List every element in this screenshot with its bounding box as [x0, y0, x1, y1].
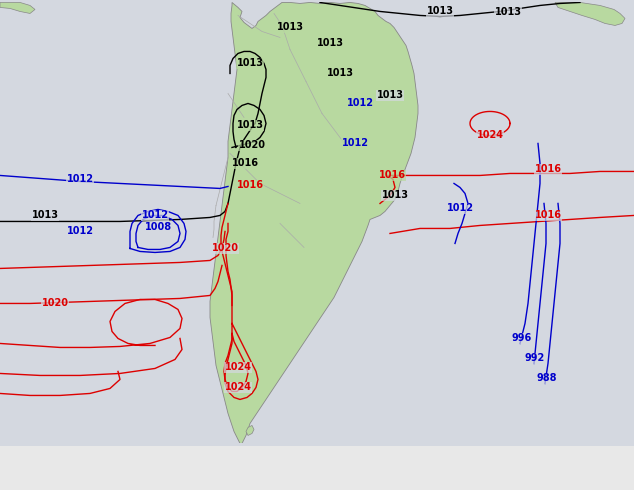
Text: Surface pressure [hPa] ECMWF: Surface pressure [hPa] ECMWF — [6, 456, 195, 466]
Text: ©weatheronline.co.uk: ©weatheronline.co.uk — [510, 478, 628, 489]
Text: 1013: 1013 — [236, 121, 264, 130]
Polygon shape — [555, 2, 625, 25]
Polygon shape — [246, 425, 254, 436]
Text: 1013: 1013 — [276, 23, 304, 32]
Text: 1016: 1016 — [231, 158, 259, 169]
Text: 1016: 1016 — [236, 180, 264, 191]
Text: 1012: 1012 — [67, 174, 93, 184]
Text: 1020: 1020 — [41, 298, 68, 308]
Text: 1013: 1013 — [236, 58, 264, 69]
Text: 1013: 1013 — [316, 38, 344, 49]
Text: 1013: 1013 — [32, 210, 58, 221]
Text: 1024: 1024 — [224, 383, 252, 392]
Text: 1012: 1012 — [342, 139, 368, 148]
Text: 1013: 1013 — [495, 7, 522, 18]
Text: 1024: 1024 — [477, 130, 503, 141]
Text: 1016: 1016 — [534, 210, 562, 221]
Polygon shape — [210, 2, 418, 443]
Polygon shape — [0, 2, 35, 13]
Text: 1008: 1008 — [145, 222, 172, 232]
Text: Sa 29-06-2024 00:00 UTC (00+144): Sa 29-06-2024 00:00 UTC (00+144) — [411, 456, 628, 466]
Text: 1020: 1020 — [238, 141, 266, 150]
Text: 1012: 1012 — [347, 98, 373, 108]
Text: 996: 996 — [512, 334, 532, 343]
Text: 1012: 1012 — [67, 226, 93, 237]
Text: 1016: 1016 — [534, 165, 562, 174]
Text: 1013: 1013 — [377, 91, 403, 100]
Text: 988: 988 — [537, 373, 557, 384]
Text: 1013: 1013 — [382, 191, 408, 200]
Text: 1012: 1012 — [446, 203, 474, 214]
Text: 1020: 1020 — [212, 244, 238, 253]
Text: 1024: 1024 — [224, 363, 252, 372]
Text: 1013: 1013 — [427, 6, 453, 17]
Text: 992: 992 — [525, 353, 545, 364]
Text: 1016: 1016 — [378, 171, 406, 180]
Text: 1013: 1013 — [327, 69, 354, 78]
Text: 1012: 1012 — [141, 210, 169, 221]
